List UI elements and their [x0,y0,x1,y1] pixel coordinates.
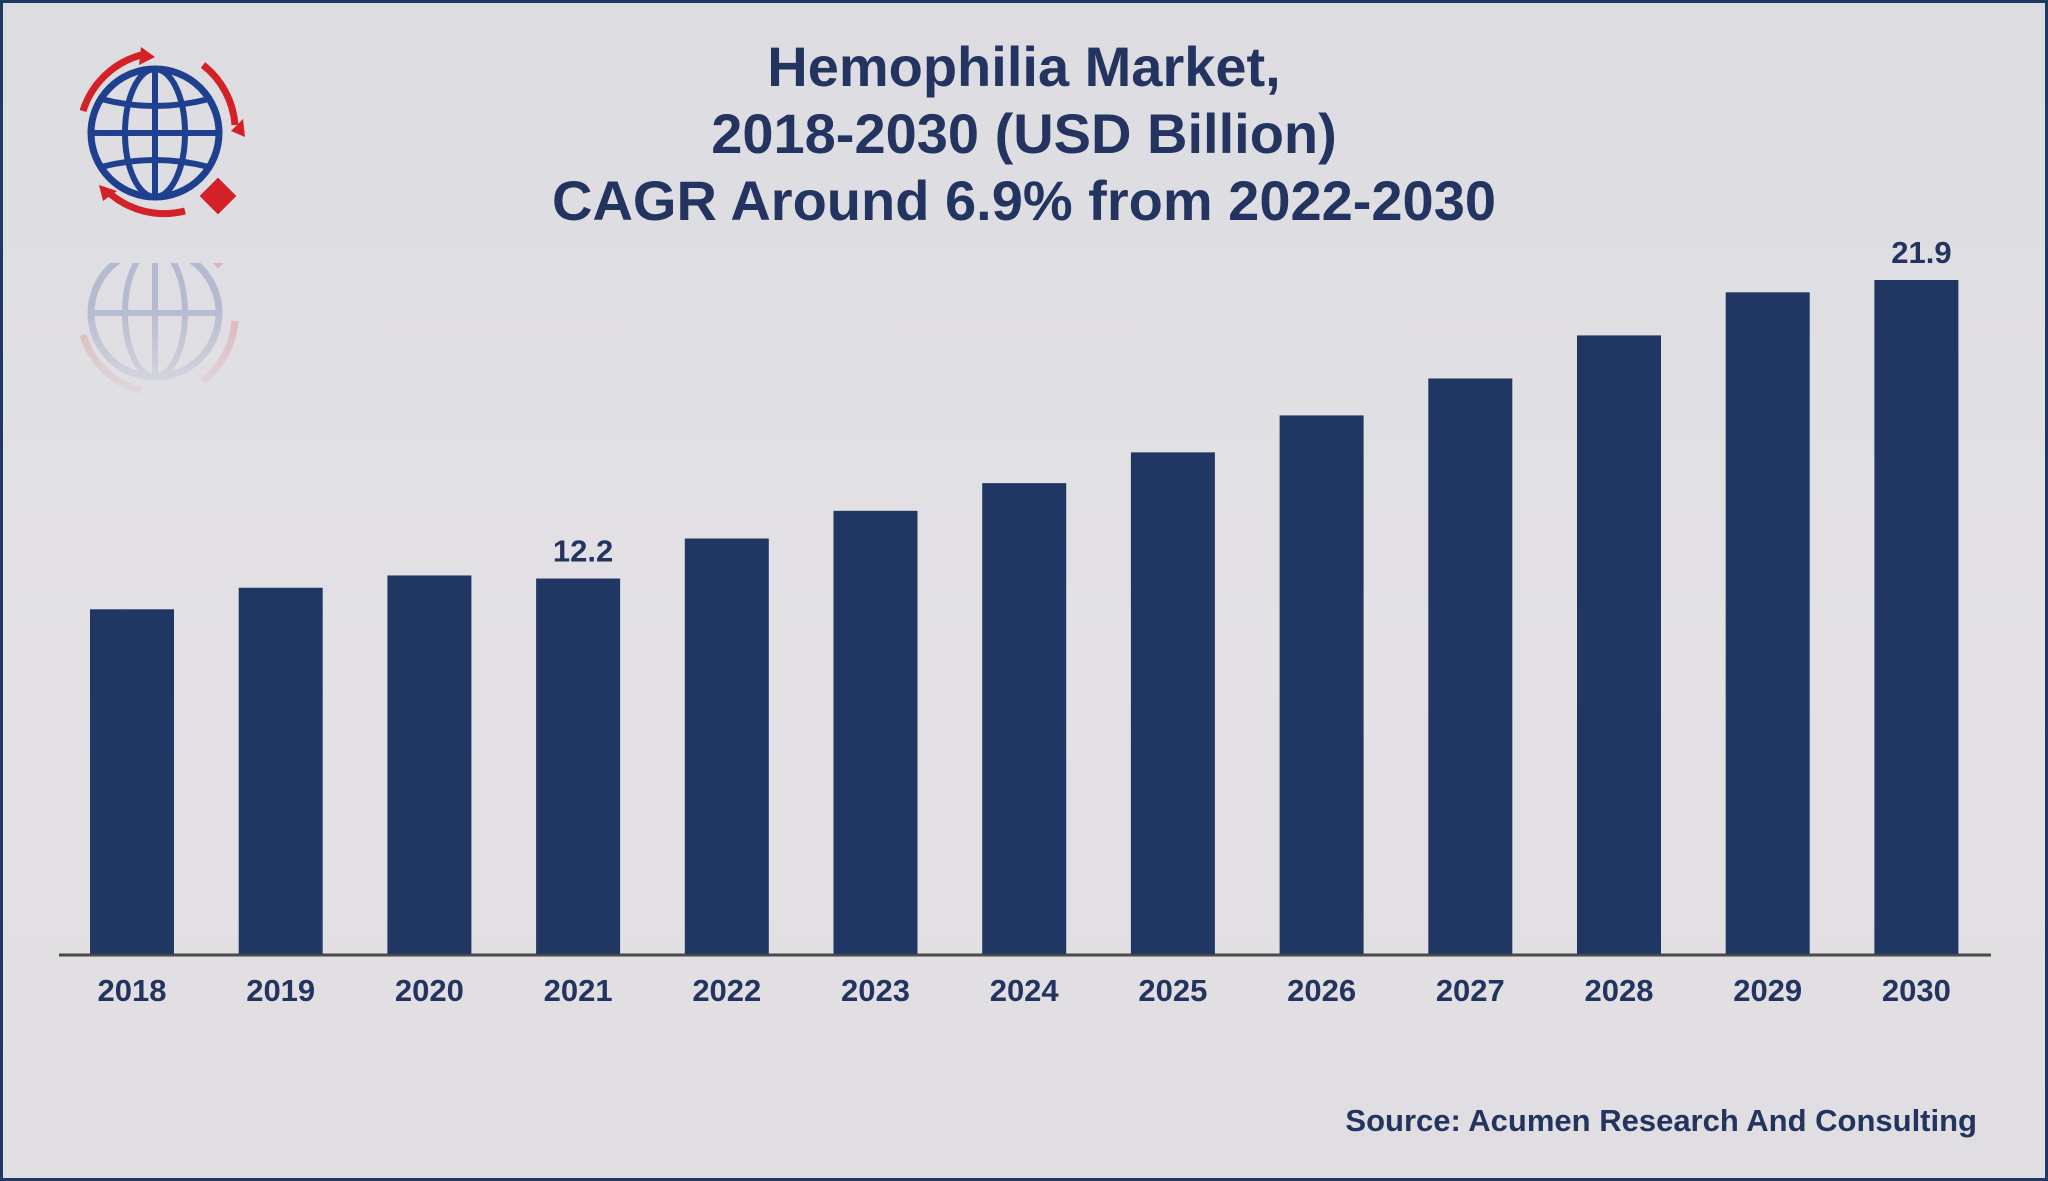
globe-icon-reflection [55,263,255,413]
x-tick-label-2029: 2029 [1733,973,1802,1008]
bar-2029 [1725,292,1810,954]
source-note: Source: Acumen Research And Consulting [1345,1103,1977,1138]
x-tick-label-2022: 2022 [692,973,761,1008]
x-tick-label-2023: 2023 [841,973,910,1008]
x-tick-label-2026: 2026 [1287,973,1356,1008]
x-tick-label-2019: 2019 [246,973,315,1008]
bar-2020 [387,575,472,954]
bar-2028 [1577,335,1661,955]
data-label-2030: 21.9 [1891,235,1951,270]
bar-2026 [1279,415,1364,954]
globe-icon [79,47,245,218]
chart-title: Hemophilia Market, 2018-2030 (USD Billio… [3,33,2045,234]
bar-2023 [833,510,918,954]
chart-title-line-2: 2018-2030 (USD Billion) [711,102,1337,165]
chart-title-line-1: Hemophilia Market, [767,35,1281,98]
data-label-2021: 12.2 [553,534,613,569]
x-tick-label-2028: 2028 [1585,973,1654,1008]
chart-title-line-3: CAGR Around 6.9% from 2022-2030 [552,169,1496,232]
bar-2025 [1130,452,1215,954]
bar-2022 [684,538,769,954]
x-tick-label-2018: 2018 [98,973,167,1008]
bar-2024 [982,483,1067,954]
x-tick-label-2027: 2027 [1436,973,1505,1008]
x-tick-label-2025: 2025 [1138,973,1207,1008]
x-tick-label-2020: 2020 [395,973,464,1008]
bar-chart: 2018 2019 2020 2021 12.2 2022 2023 2024 2025 2026… [59,235,1991,1008]
bar-2021 [536,578,621,954]
bar-2018 [90,609,174,954]
x-tick-label-2024: 2024 [990,973,1060,1008]
x-tick-label-2021: 2021 [544,973,613,1008]
bar-2030 [1874,280,1959,954]
bar-2019 [238,587,323,954]
bar-2027 [1428,378,1513,954]
x-tick-label-2030: 2030 [1882,973,1951,1008]
